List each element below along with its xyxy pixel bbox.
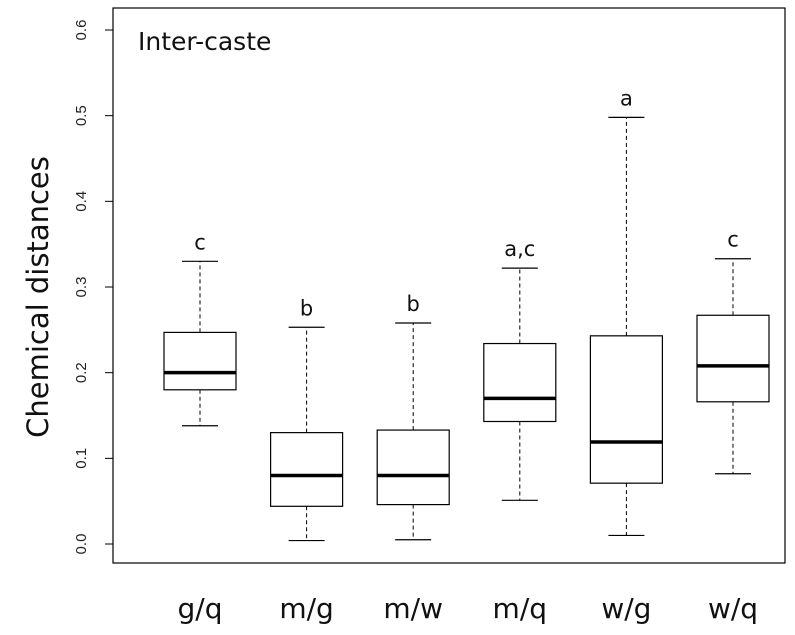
y-tick-label: 0.4 [73, 191, 90, 212]
y-tick-label: 0.1 [73, 448, 90, 469]
box-w-q [696, 258, 770, 475]
significance-letter: b [407, 292, 420, 316]
x-category-label: g/q [178, 592, 223, 625]
iqr-box [589, 335, 664, 484]
y-axis-title: Chemical distances [21, 156, 55, 438]
box-w-g [589, 116, 664, 537]
iqr-box [483, 342, 557, 423]
x-category-label: w/q [708, 592, 758, 625]
x-category-label: m/g [279, 592, 333, 625]
iqr-box [163, 331, 237, 391]
plot-frame [112, 7, 786, 564]
iqr-box [270, 432, 344, 507]
significance-letter: c [194, 230, 206, 254]
y-tick-label: 0.3 [73, 277, 90, 298]
iqr-box [376, 429, 450, 506]
significance-letter: b [300, 296, 313, 320]
y-tick-label: 0.2 [73, 362, 90, 383]
x-category-label: w/g [601, 592, 651, 625]
box-g-q [163, 260, 237, 427]
significance-letter: a,c [504, 237, 535, 261]
box-m-g [270, 326, 344, 542]
x-category-label: m/q [493, 592, 547, 625]
y-axis: 0.0 0.1 0.2 0.3 0.4 0.5 0.6 [73, 20, 113, 555]
x-category-label: m/w [383, 592, 443, 625]
boxes [163, 116, 770, 542]
significance-letter: a [620, 86, 633, 110]
panel-title: Inter-caste [138, 27, 271, 56]
box-m-q [483, 267, 557, 501]
x-axis: g/q m/g m/w m/q w/g w/q [178, 592, 759, 625]
significance-letters: c b b a,c a c [194, 86, 739, 320]
y-tick-label: 0.5 [73, 105, 90, 126]
y-tick-label: 0.6 [73, 20, 90, 41]
plot-border [112, 7, 786, 564]
iqr-box [696, 314, 770, 403]
significance-letter: c [727, 228, 739, 252]
box-m-w [376, 322, 450, 541]
y-tick-label: 0.0 [73, 534, 90, 555]
